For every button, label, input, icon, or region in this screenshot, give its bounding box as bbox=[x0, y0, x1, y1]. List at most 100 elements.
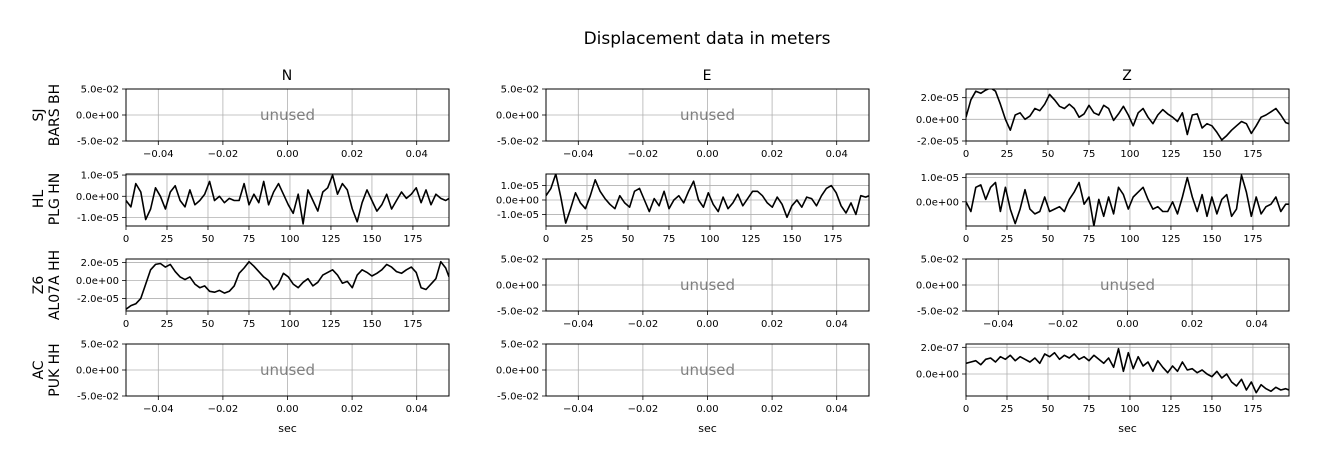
panel-r0-e-ytick-label-1: 0.0e+00 bbox=[496, 111, 539, 122]
panel-r1-e-xtick-label-7: 175 bbox=[823, 234, 842, 245]
panel-r1-e-xtick-label-5: 125 bbox=[741, 234, 760, 245]
panel-r1-n-ytick-label-1: 0.0e+00 bbox=[76, 192, 119, 203]
panel-r2-z-ytick-label-2: -5.0e-02 bbox=[917, 307, 959, 318]
panel-r1-z-xtick-label-0: 0 bbox=[963, 234, 969, 245]
panel-r3-e-xtick-label-3: 0.02 bbox=[761, 404, 783, 415]
panel-r3-e-xtick-label-0: −0.04 bbox=[563, 404, 594, 415]
panel-r2-e-xtick-label-2: 0.00 bbox=[696, 319, 718, 330]
panel-r0-z-xtick-label-1: 25 bbox=[1001, 149, 1014, 160]
panel-r1-e-xtick-label-3: 75 bbox=[663, 234, 676, 245]
panel-r2-e-xtick-label-1: −0.02 bbox=[628, 319, 659, 330]
panel-r0-z-ytick-label-2: -2.0e-05 bbox=[917, 137, 959, 148]
panel-r0-e-unused-label: unused bbox=[680, 106, 735, 124]
panel-r3-z-ytick-label-0: 2.0e-07 bbox=[921, 343, 959, 354]
panel-r2-e: −0.04 −0.02 0.00 0.02 0.04 5.0e-02 0.0e+00 -5.0… bbox=[496, 255, 870, 330]
row-label-0-station: BARS BH bbox=[47, 84, 63, 146]
panel-r2-z-xtick-label-3: 0.02 bbox=[1181, 319, 1203, 330]
panel-r2-n-ytick-label-1: 0.0e+00 bbox=[76, 276, 119, 287]
panel-r0-n-xtick-label-1: −0.02 bbox=[208, 149, 239, 160]
panel-r1-e-xtick-label-1: 25 bbox=[581, 234, 594, 245]
panel-r3-e-ytick-label-0: 5.0e-02 bbox=[501, 340, 539, 351]
panel-r1-z-xtick-label-5: 125 bbox=[1161, 234, 1180, 245]
panel-r2-n: 0 25 50 75 100 125 150 175 2.0e-05 0.0e+00 -2.0e-0… bbox=[76, 258, 450, 330]
panel-r1-n-xtick-label-3: 75 bbox=[243, 234, 256, 245]
panel-r2-e-ytick-label-2: -5.0e-02 bbox=[497, 307, 539, 318]
panel-r3-n-xtick-label-4: 0.04 bbox=[406, 404, 428, 415]
panel-r2-z: −0.04 −0.02 0.00 0.02 0.04 5.0e-02 0.0e+00 -5.0… bbox=[916, 255, 1290, 330]
panel-r1-n-xtick-label-6: 150 bbox=[362, 234, 381, 245]
panel-r3-n-xtick-label-1: −0.02 bbox=[208, 404, 239, 415]
panel-r0-z-xtick-label-5: 125 bbox=[1161, 149, 1180, 160]
panel-r3-z-xtick-label-1: 25 bbox=[1001, 404, 1014, 415]
panel-r2-n-trace bbox=[126, 260, 449, 310]
panel-r1-n-xtick-label-5: 125 bbox=[321, 234, 340, 245]
panel-r1-n: 0 25 50 75 100 125 150 175 1.0e-05 0.0e+00 -1.0e-0… bbox=[76, 171, 450, 245]
panel-r0-n-unused-label: unused bbox=[260, 106, 315, 124]
panel-r2-z-unused-label: unused bbox=[1100, 276, 1155, 294]
panel-r1-e-ytick-label-0: 1.0e-05 bbox=[501, 181, 539, 192]
panel-r2-e-ytick-label-0: 5.0e-02 bbox=[501, 255, 539, 266]
column-title-e: E bbox=[703, 68, 712, 84]
panel-r3-e-xlabel: sec bbox=[698, 422, 717, 435]
panel-r1-n-xtick-label-7: 175 bbox=[403, 234, 422, 245]
row-label-3: AC PUK HH bbox=[31, 343, 63, 396]
panel-r3-z: 0 25 50 75 100 125 150 175 2.0e-07 0.0e+00 sec bbox=[916, 343, 1290, 435]
panel-r0-z: 0 25 50 75 100 125 150 175 2.0e-05 0.0e+00 -2.0e-0… bbox=[916, 88, 1290, 160]
panel-r3-z-ytick-label-1: 0.0e+00 bbox=[916, 370, 959, 381]
panel-r0-n: −0.04 −0.02 0.00 0.02 0.04 5.0e-02 0.0e+00 -5.0… bbox=[76, 85, 450, 160]
panel-r3-n-xtick-label-2: 0.00 bbox=[276, 404, 298, 415]
panel-r2-n-ytick-label-0: 2.0e-05 bbox=[81, 258, 119, 269]
panel-r3-z-frame bbox=[965, 343, 1290, 397]
panel-r1-e-ytick-label-2: -1.0e-05 bbox=[497, 210, 539, 221]
panel-r2-n-xtick-label-4: 100 bbox=[280, 319, 299, 330]
panel-r0-z-xtick-label-2: 50 bbox=[1042, 149, 1055, 160]
panel-r2-e-unused-label: unused bbox=[680, 276, 735, 294]
panel-r0-z-ytick-label-0: 2.0e-05 bbox=[921, 93, 959, 104]
panel-r0-z-trace bbox=[966, 89, 1289, 141]
panel-r1-n-trace bbox=[126, 174, 449, 225]
panel-r0-z-xtick-label-0: 0 bbox=[963, 149, 969, 160]
panel-r2-n-xtick-label-1: 25 bbox=[161, 319, 174, 330]
panel-r0-e-xtick-label-3: 0.02 bbox=[761, 149, 783, 160]
panel-r0-e-ytick-label-0: 5.0e-02 bbox=[501, 85, 539, 96]
panel-r2-n-ytick-label-2: -2.0e-05 bbox=[77, 294, 119, 305]
panel-r1-n-xtick-label-0: 0 bbox=[123, 234, 129, 245]
panel-r1-z-xtick-label-3: 75 bbox=[1083, 234, 1096, 245]
panel-r3-n-ytick-label-2: -5.0e-02 bbox=[77, 392, 119, 403]
panel-r0-z-xtick-label-3: 75 bbox=[1083, 149, 1096, 160]
panel-r0-n-ytick-label-2: -5.0e-02 bbox=[77, 137, 119, 148]
panel-r0-n-ytick-label-1: 0.0e+00 bbox=[76, 111, 119, 122]
panel-r3-e-ytick-label-2: -5.0e-02 bbox=[497, 392, 539, 403]
row-label-1-station: PLG HN bbox=[47, 173, 63, 226]
panel-r0-e-ytick-label-2: -5.0e-02 bbox=[497, 137, 539, 148]
panel-r2-e-xtick-label-3: 0.02 bbox=[761, 319, 783, 330]
row-label-3-station: PUK HH bbox=[47, 343, 63, 396]
panel-r3-z-xtick-label-0: 0 bbox=[963, 404, 969, 415]
panel-r3-e: −0.04 −0.02 0.00 0.02 0.04 5.0e-02 0.0e+00 -5.0… bbox=[496, 340, 870, 435]
panel-r1-e: 0 25 50 75 100 125 150 175 1.0e-05 0.0e+00 -1.0e-0… bbox=[496, 173, 870, 245]
row-label-1-network: HL bbox=[31, 190, 47, 209]
panel-r2-n-xtick-label-6: 150 bbox=[362, 319, 381, 330]
panel-r0-n-xtick-label-0: −0.04 bbox=[143, 149, 174, 160]
row-label-2-station: AL07A HH bbox=[47, 250, 63, 320]
panel-r1-n-ytick-label-0: 1.0e-05 bbox=[81, 171, 119, 182]
panel-r3-z-xtick-label-2: 50 bbox=[1042, 404, 1055, 415]
figure-title: Displacement data in meters bbox=[584, 29, 831, 49]
row-label-3-network: AC bbox=[31, 360, 47, 379]
panel-r1-n-frame bbox=[125, 173, 450, 227]
panel-r3-n-xtick-label-0: −0.04 bbox=[143, 404, 174, 415]
panel-r3-z-xtick-label-7: 175 bbox=[1243, 404, 1262, 415]
panel-r0-n-xtick-label-3: 0.02 bbox=[341, 149, 363, 160]
panel-r2-n-xtick-label-7: 175 bbox=[403, 319, 422, 330]
panel-r1-z-xtick-label-6: 150 bbox=[1202, 234, 1221, 245]
panel-r1-z-frame bbox=[965, 173, 1290, 227]
panel-r3-e-ytick-label-1: 0.0e+00 bbox=[496, 366, 539, 377]
row-label-2: Z6 AL07A HH bbox=[31, 250, 63, 320]
panel-r2-e-ytick-label-1: 0.0e+00 bbox=[496, 281, 539, 292]
column-title-z: Z bbox=[1122, 68, 1132, 84]
row-label-0-network: SJ bbox=[31, 108, 47, 121]
row-label-2-network: Z6 bbox=[31, 276, 47, 295]
panel-r2-z-xtick-label-4: 0.04 bbox=[1246, 319, 1268, 330]
